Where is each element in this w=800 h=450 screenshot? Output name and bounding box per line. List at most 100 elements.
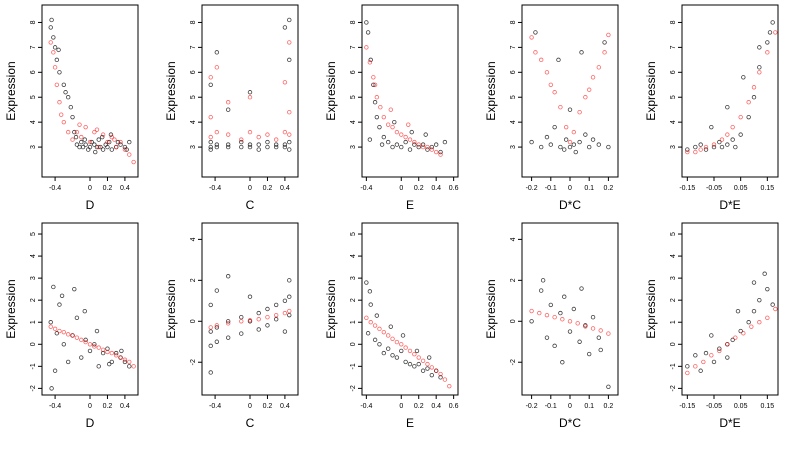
- data-point-red: [52, 326, 58, 332]
- y-tick-label: 5: [30, 95, 37, 99]
- data-point-black: [394, 355, 400, 360]
- data-point-black: [225, 319, 231, 324]
- x-axis-label: D*C: [559, 198, 581, 212]
- data-point-red: [438, 371, 443, 377]
- x-tick-label: 0.4: [280, 185, 290, 192]
- x-tick-label: 0.2: [604, 185, 614, 192]
- data-point-red: [698, 147, 703, 152]
- data-point-black: [757, 65, 762, 70]
- plot-frame: [201, 222, 299, 396]
- x-tick-label: 0: [399, 185, 403, 192]
- data-point-black: [108, 132, 114, 137]
- data-point-red: [552, 90, 557, 95]
- data-point-red: [738, 114, 743, 120]
- data-point-red: [571, 129, 577, 135]
- data-point-black: [427, 355, 432, 360]
- data-point-black: [92, 342, 97, 347]
- data-point-black: [529, 319, 534, 324]
- data-point-black: [693, 353, 698, 358]
- x-tick-label: 0.1: [584, 403, 594, 410]
- data-point-red: [372, 82, 378, 87]
- x-tick-label: -0.15: [679, 185, 695, 192]
- data-point-red: [61, 119, 67, 125]
- x-tick-label: 0: [248, 185, 252, 192]
- y-tick-label: 2: [30, 298, 37, 302]
- data-point-black: [80, 144, 86, 150]
- data-point-red: [92, 344, 97, 349]
- data-point-red: [247, 95, 253, 100]
- data-point-red: [583, 324, 588, 329]
- data-point-black: [738, 328, 743, 334]
- data-point-red: [239, 319, 244, 324]
- y-tick-label: 0: [670, 342, 677, 346]
- y-axis-label: Expression: [164, 279, 178, 338]
- data-point-red: [57, 100, 62, 105]
- data-point-red: [575, 321, 580, 326]
- data-point-black: [735, 309, 741, 314]
- data-point-red: [287, 308, 292, 314]
- data-point-red: [438, 152, 443, 157]
- data-point-black: [368, 302, 373, 307]
- y-tick-label: 6: [30, 70, 37, 74]
- data-point-black: [407, 361, 413, 367]
- data-point-black: [717, 139, 722, 145]
- data-point-red: [265, 132, 270, 137]
- data-point-red: [79, 134, 84, 140]
- data-point-red: [416, 142, 421, 147]
- y-tick-label: 3: [510, 145, 517, 149]
- data-point-black: [282, 329, 288, 334]
- data-point-black: [377, 124, 382, 130]
- data-point-black: [539, 288, 544, 293]
- data-point-black: [89, 139, 94, 145]
- data-point-black: [533, 30, 538, 35]
- data-point-black: [698, 142, 703, 147]
- data-point-black: [738, 132, 743, 137]
- y-tick-label: -2: [670, 385, 677, 391]
- y-tick-label: 5: [670, 232, 677, 236]
- data-point-black: [388, 324, 393, 329]
- data-point-red: [113, 353, 119, 358]
- data-point-red: [372, 323, 378, 328]
- data-point-black: [239, 139, 244, 145]
- data-point-red: [544, 312, 550, 318]
- data-point-red: [131, 364, 136, 369]
- data-point-black: [73, 134, 79, 140]
- data-point-red: [598, 328, 603, 333]
- data-point-black: [273, 317, 279, 322]
- data-point-black: [239, 331, 244, 336]
- y-axis-label: Expression: [324, 61, 338, 120]
- x-tick-label: 0.05: [734, 403, 748, 410]
- x-tick-label: -0.1: [545, 185, 557, 192]
- plot-frame: [521, 222, 619, 396]
- data-point-red: [602, 50, 607, 55]
- data-point-black: [590, 137, 596, 142]
- data-point-red: [48, 40, 53, 45]
- x-tick-label: 0.4: [280, 403, 290, 410]
- data-point-black: [725, 105, 730, 110]
- data-point-black: [225, 107, 231, 112]
- data-point-black: [247, 144, 253, 150]
- data-point-black: [82, 137, 87, 142]
- data-point-black: [287, 139, 292, 145]
- data-point-black: [556, 57, 561, 63]
- x-axis-label: E: [406, 198, 414, 212]
- y-tick-label: 3: [190, 145, 197, 149]
- data-point-black: [247, 142, 253, 147]
- data-point-black: [399, 348, 404, 354]
- data-point-red: [256, 317, 261, 322]
- data-point-black: [287, 147, 292, 152]
- data-point-black: [256, 310, 261, 316]
- data-point-red: [105, 349, 110, 355]
- data-point-black: [558, 144, 563, 150]
- data-point-red: [65, 332, 71, 337]
- data-point-black: [407, 147, 413, 152]
- data-point-black: [598, 347, 603, 353]
- data-point-red: [433, 368, 439, 373]
- data-point-black: [208, 144, 213, 150]
- x-tick-label: -0.4: [360, 403, 372, 410]
- data-point-black: [540, 278, 546, 283]
- data-point-black: [68, 105, 73, 110]
- points-group: [529, 30, 611, 155]
- data-point-black: [725, 355, 730, 360]
- data-point-black: [379, 142, 385, 147]
